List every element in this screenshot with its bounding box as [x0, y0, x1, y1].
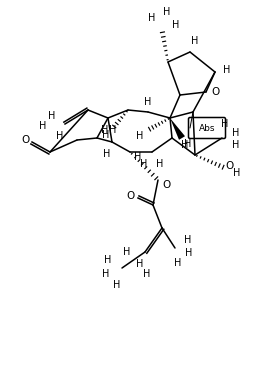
- Text: O: O: [126, 191, 134, 201]
- Text: H: H: [136, 131, 144, 141]
- Text: H: H: [223, 65, 231, 75]
- Text: H: H: [56, 131, 64, 141]
- Text: H: H: [113, 280, 121, 290]
- Text: O: O: [162, 180, 170, 190]
- Text: Abs: Abs: [199, 124, 215, 132]
- Text: H: H: [163, 7, 171, 17]
- Text: H: H: [191, 36, 199, 46]
- Text: H: H: [221, 119, 229, 129]
- Text: H: H: [148, 13, 156, 23]
- Text: H: H: [39, 121, 47, 131]
- Polygon shape: [170, 118, 185, 140]
- Text: O: O: [211, 87, 219, 97]
- Text: H: H: [140, 159, 148, 169]
- Text: H: H: [184, 235, 192, 245]
- Text: H: H: [136, 259, 144, 269]
- Text: H: H: [172, 20, 180, 30]
- Text: H: H: [103, 149, 111, 159]
- Text: H: H: [48, 111, 56, 121]
- Text: H: H: [102, 130, 110, 140]
- Text: H: H: [144, 97, 152, 107]
- Text: O: O: [21, 135, 29, 145]
- Text: H: H: [233, 168, 241, 178]
- Text: H: H: [123, 247, 131, 257]
- Text: H: H: [184, 139, 192, 149]
- Text: H: H: [181, 140, 189, 150]
- Text: H: H: [185, 248, 193, 258]
- Text: H: H: [143, 269, 151, 279]
- Text: H: H: [232, 128, 240, 138]
- Text: H: H: [232, 140, 240, 150]
- Text: H: H: [104, 255, 112, 265]
- Text: H: H: [174, 258, 182, 268]
- Text: H: H: [134, 152, 142, 162]
- Text: H: H: [109, 125, 117, 135]
- Text: H: H: [101, 125, 109, 135]
- Text: H: H: [156, 159, 164, 169]
- Text: O: O: [225, 161, 233, 171]
- Text: H: H: [102, 269, 110, 279]
